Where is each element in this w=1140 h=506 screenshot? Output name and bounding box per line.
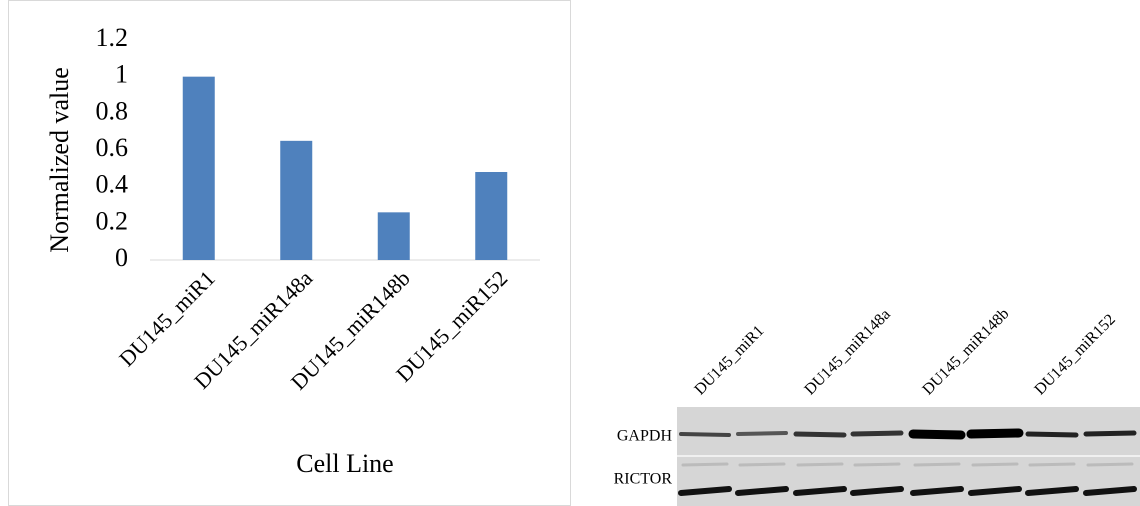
rictor-band bbox=[796, 489, 844, 493]
bar bbox=[475, 172, 507, 260]
y-tick-label: 0 bbox=[115, 243, 128, 272]
rictor-faint-band bbox=[1030, 464, 1074, 465]
y-tick-label: 0.6 bbox=[96, 133, 129, 162]
gapdh-band bbox=[1028, 434, 1076, 435]
gapdh-band bbox=[853, 433, 901, 434]
lane-label: DU145_miR152 bbox=[1031, 311, 1118, 398]
rictor-faint-band bbox=[1088, 464, 1132, 465]
x-axis-title: Cell Line bbox=[296, 449, 393, 478]
rictor-band bbox=[681, 489, 729, 493]
lane-label: DU145_miR148b bbox=[919, 305, 1012, 398]
rictor-faint-band bbox=[973, 464, 1017, 465]
rictor-band bbox=[853, 489, 901, 493]
rictor-faint-band bbox=[915, 464, 959, 465]
row-label: GAPDH bbox=[617, 428, 673, 445]
gapdh-band bbox=[681, 434, 729, 435]
y-tick-label: 0.8 bbox=[96, 96, 129, 125]
gapdh-band bbox=[1086, 433, 1134, 434]
gapdh-band bbox=[971, 433, 1019, 434]
row-label: RICTOR bbox=[614, 471, 673, 488]
rictor-band bbox=[1028, 489, 1076, 493]
bar bbox=[183, 77, 215, 260]
rictor-band bbox=[738, 489, 786, 493]
rictor-faint-band bbox=[740, 464, 784, 465]
bar bbox=[280, 141, 312, 260]
rictor-band bbox=[971, 489, 1019, 493]
rictor-faint-band bbox=[855, 464, 899, 465]
y-tick-label: 0.4 bbox=[96, 170, 129, 199]
page: Normalized value Cell Line GAPDH RICTOR … bbox=[0, 0, 1140, 506]
y-tick-label: 1.2 bbox=[96, 23, 129, 52]
gapdh-band bbox=[796, 434, 844, 435]
gapdh-band bbox=[913, 434, 961, 435]
gel: GAPDH RICTOR DU145_miR1 DU145_miR148a DU… bbox=[614, 305, 1140, 506]
gapdh-band bbox=[738, 433, 786, 434]
rictor-faint-band bbox=[683, 464, 727, 465]
bar bbox=[378, 212, 410, 260]
lane-label: DU145_miR1 bbox=[691, 322, 767, 398]
y-tick-label: 1 bbox=[115, 60, 128, 89]
rictor-band bbox=[1086, 489, 1134, 493]
lane-label: DU145_miR148a bbox=[801, 306, 893, 398]
y-axis-title: Normalized value bbox=[45, 67, 74, 253]
rictor-band bbox=[913, 489, 961, 493]
y-tick-label: 0.2 bbox=[96, 206, 129, 235]
rictor-faint-band bbox=[798, 464, 842, 465]
